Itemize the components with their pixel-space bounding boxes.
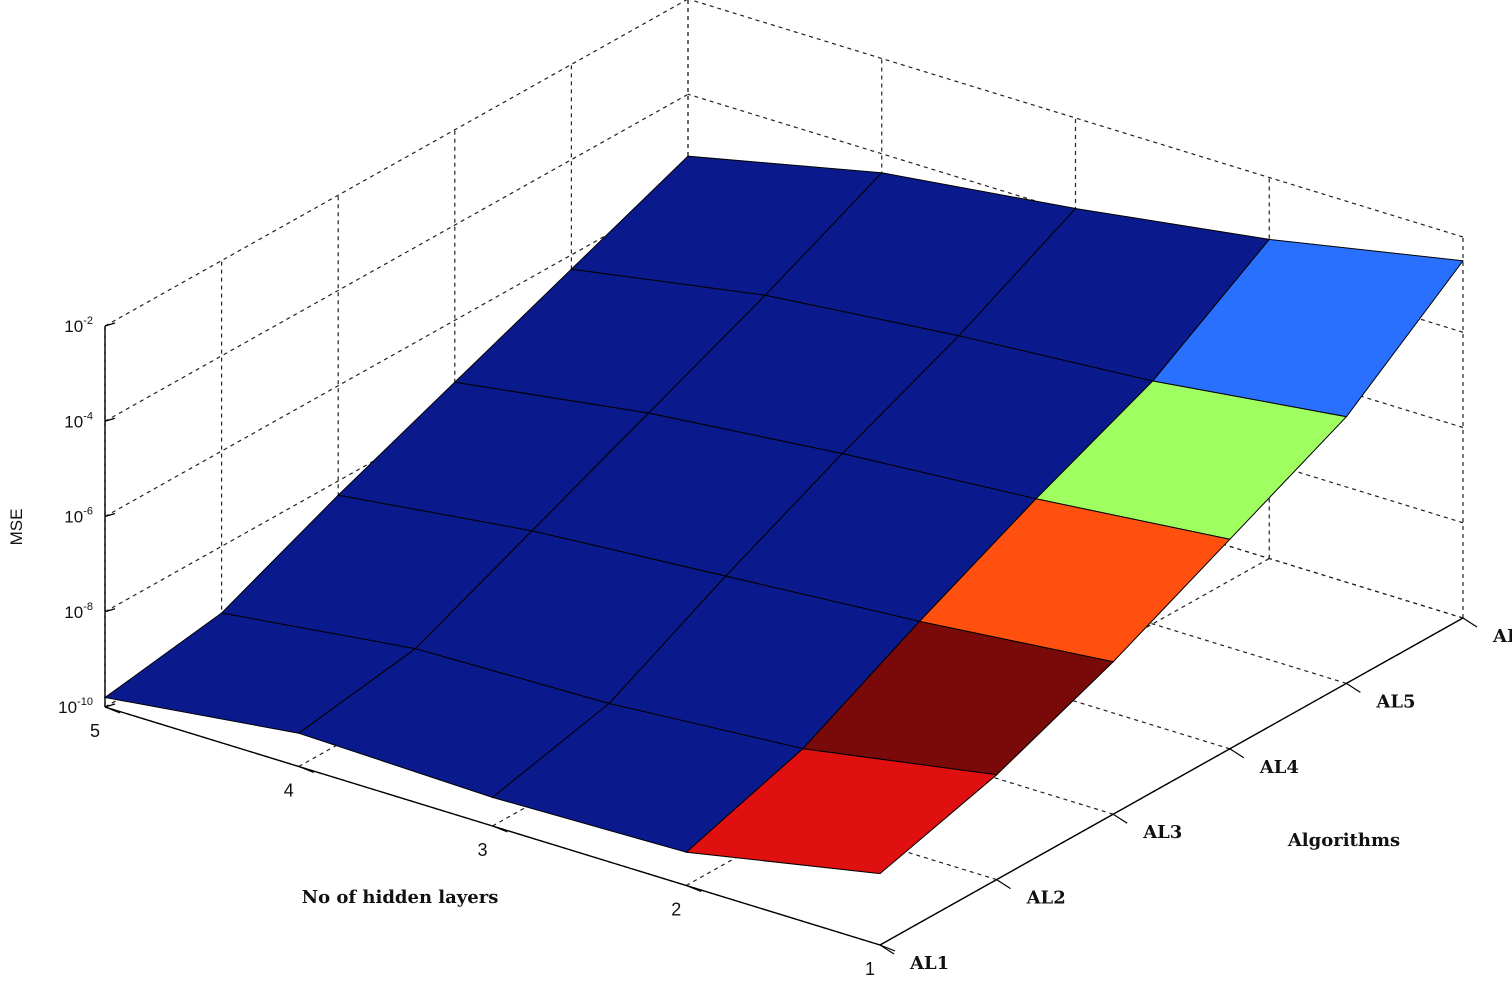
x-axis-label: No of hidden layers (302, 887, 499, 908)
x-tick-label: 2 (671, 900, 681, 920)
y-tick-mark (1229, 748, 1245, 759)
x-tick-mark (686, 884, 702, 893)
y-axis-label: Algorithms (1287, 830, 1400, 851)
y-tick-mark (1346, 682, 1361, 693)
z-tick-mark (104, 322, 116, 327)
y-tick-label: AL5 (1375, 691, 1415, 712)
z-tick-mark (104, 417, 116, 422)
y-tick-label: AL1 (909, 953, 949, 974)
back-wall-grid-line (687, 93, 1464, 333)
y-tick-mark (879, 944, 895, 955)
z-tick-mark (104, 608, 116, 613)
z-tick-label: 10-10 (58, 696, 93, 717)
surface-patches (103, 155, 1464, 875)
x-tick-label: 4 (284, 781, 294, 801)
y-tick-label: AL2 (1026, 888, 1066, 909)
y-tick-mark (1112, 813, 1128, 824)
y-tick-label: AL3 (1142, 822, 1182, 843)
y-tick-mark (1462, 617, 1478, 628)
x-tick-label: 5 (90, 721, 100, 741)
z-tick-label: 10-8 (64, 601, 93, 622)
z-tick-label: 10-6 (64, 506, 93, 527)
x-tick-mark (298, 765, 314, 774)
axes (104, 322, 1478, 955)
x-tick-mark (104, 706, 121, 714)
y-axis-line (879, 617, 1464, 946)
x-tick-mark (492, 825, 508, 833)
z-tick-label: 10-2 (64, 315, 93, 336)
x-tick-label: 1 (865, 959, 875, 979)
z-axis-label: MSE (7, 509, 26, 546)
y-tick-mark (996, 879, 1011, 890)
y-tick-label: AL6 (1492, 626, 1512, 647)
tick-labels: 10-10 10-8 10-6 10-4 10-2 1 2 3 4 5 AL1 AL2 AL3 AL4 AL… (58, 315, 1512, 979)
z-tick-label: 10-4 (64, 410, 93, 431)
z-tick-mark (104, 512, 116, 518)
x-tick-label: 3 (477, 840, 487, 860)
z-tick-mark (104, 703, 116, 708)
y-tick-label: AL4 (1259, 757, 1299, 778)
surface-patch (685, 748, 998, 875)
back-wall-grid-line (689, 0, 1464, 238)
